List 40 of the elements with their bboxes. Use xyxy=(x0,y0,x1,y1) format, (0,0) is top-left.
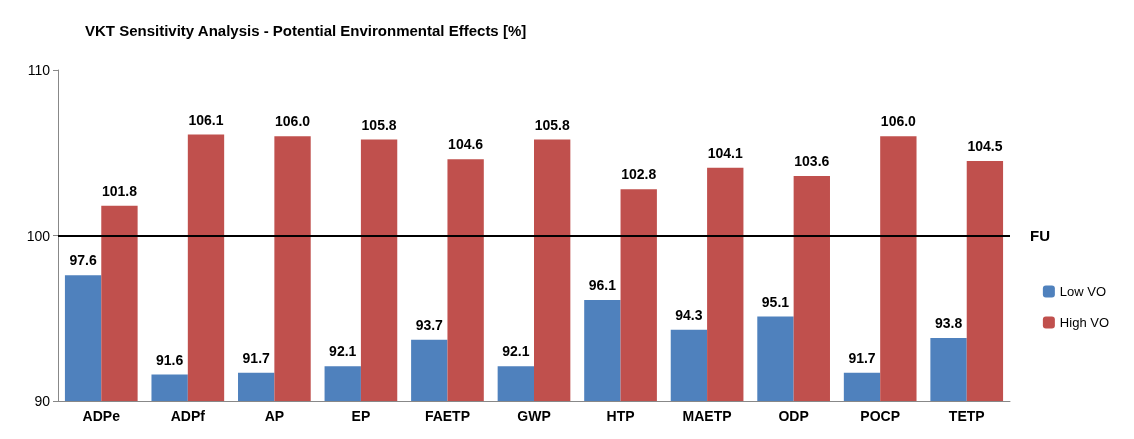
data-label: 91.6 xyxy=(156,351,184,368)
data-label: 104.5 xyxy=(967,138,1003,155)
y-tick-label: 110 xyxy=(27,62,51,78)
legend-label: Low VO xyxy=(1059,284,1107,299)
data-label: 94.3 xyxy=(675,306,703,323)
x-tick-label: GWP xyxy=(517,408,551,424)
y-tick-label: 100 xyxy=(26,227,51,244)
ref-line-label: FU xyxy=(1030,227,1050,244)
x-tick-label: ODP xyxy=(778,408,809,424)
data-label: 106.1 xyxy=(188,111,224,128)
data-label: 96.1 xyxy=(588,277,617,294)
x-tick-label: POCP xyxy=(860,408,901,424)
data-label: 93.7 xyxy=(415,316,444,333)
x-tick-label: FAETP xyxy=(424,408,471,424)
data-label: 104.6 xyxy=(448,136,484,153)
data-label: 95.1 xyxy=(761,293,790,310)
x-tick-label: ADPe xyxy=(82,408,121,424)
x-tick-label: EP xyxy=(351,408,371,424)
y-tick-label: 90 xyxy=(34,393,51,409)
data-label: 92.1 xyxy=(329,343,357,360)
x-tick-label: MAETP xyxy=(682,408,732,424)
data-label: 101.8 xyxy=(101,182,138,199)
data-label: 91.7 xyxy=(242,349,271,366)
data-label: 93.8 xyxy=(934,315,963,332)
data-label: 106.0 xyxy=(880,113,917,130)
data-label: 102.8 xyxy=(621,166,657,183)
x-tick-label: TETP xyxy=(948,408,985,424)
data-label: 105.8 xyxy=(361,116,397,133)
x-tick-label: AP xyxy=(264,408,285,424)
x-tick-label: HTP xyxy=(606,408,635,424)
data-label: 106.0 xyxy=(275,113,311,130)
data-label: 105.8 xyxy=(534,116,570,133)
data-label: 92.1 xyxy=(502,343,530,360)
data-label: 91.7 xyxy=(848,349,876,366)
legend-label: High VO xyxy=(1059,315,1110,330)
data-label: 104.1 xyxy=(707,144,743,161)
x-tick-label: ADPf xyxy=(170,408,206,424)
data-label: 97.6 xyxy=(69,252,97,269)
data-label: 103.6 xyxy=(794,152,830,169)
chart-title: VKT Sensitivity Analysis - Potential Environmental Effects [%] xyxy=(85,22,527,39)
